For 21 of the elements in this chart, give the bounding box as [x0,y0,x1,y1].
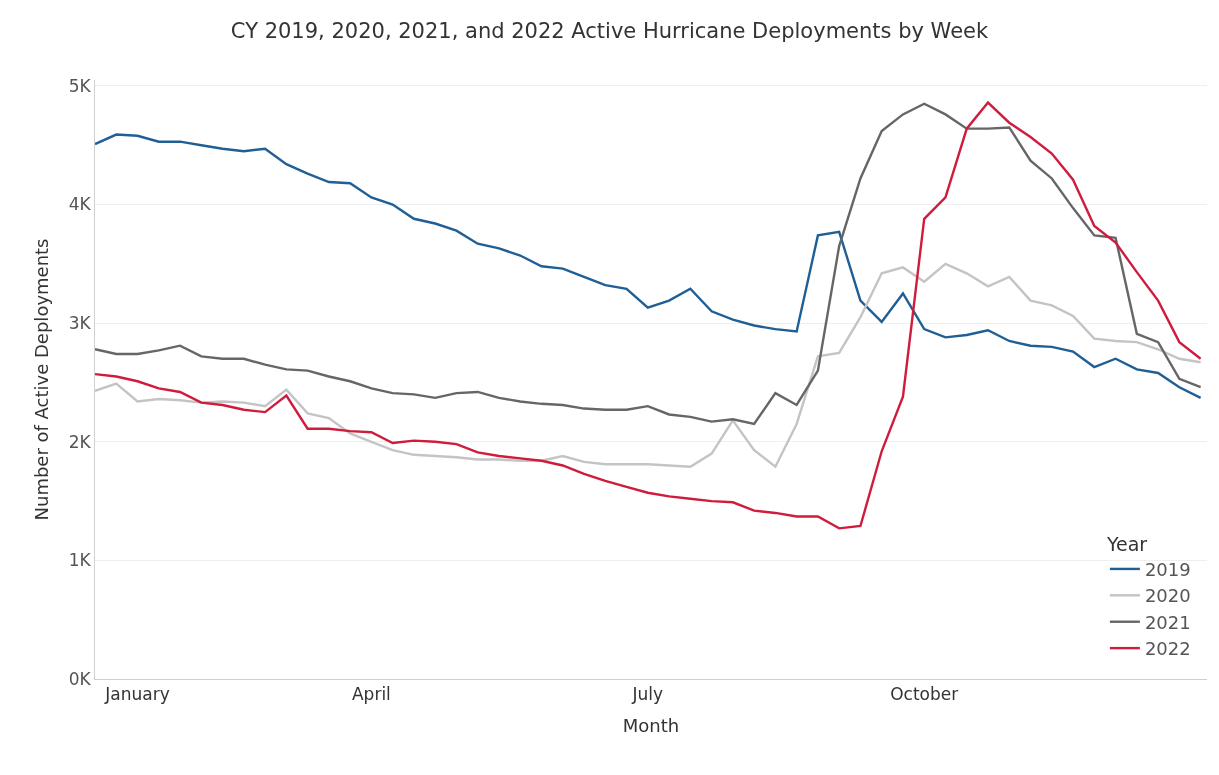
y-tick-label: 2K [68,431,92,452]
x-tick-label: October [890,684,959,705]
y-tick-label: 4K [68,194,92,215]
line-series [95,133,1202,400]
line-series [95,102,1202,426]
y-axis-title: Number of Active Deployments [30,238,52,521]
legend-label: 2022 [1144,638,1191,660]
x-tick-label: April [351,684,391,705]
x-axis-title: Month [622,714,680,736]
chart-title: CY 2019, 2020, 2021, and 2022 Active Hurricane Deployments by Week [230,18,989,43]
legend-label: 2019 [1144,558,1191,580]
line-series [95,101,1202,530]
x-tick-label: January [104,684,170,705]
legend-label: 2021 [1144,611,1191,633]
y-tick-label: 1K [68,550,92,571]
y-tick-label: 0K [68,668,92,689]
y-tick-label: 3K [68,313,92,334]
legend-label: 2020 [1144,585,1191,607]
legend-title: Year [1105,532,1148,555]
x-tick-label: July [631,684,664,705]
y-tick-label: 5K [68,75,92,96]
